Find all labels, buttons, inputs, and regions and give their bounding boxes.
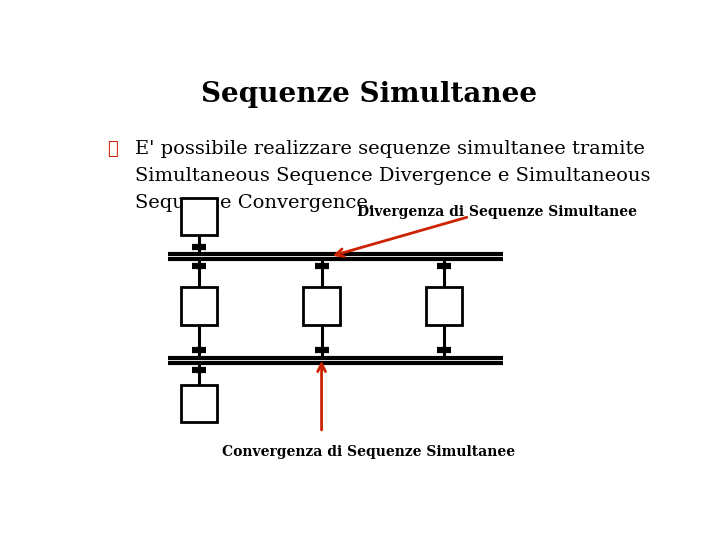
Bar: [181, 287, 217, 325]
Bar: [303, 287, 340, 325]
Text: ❖: ❖: [107, 140, 117, 158]
Bar: [181, 198, 217, 235]
Text: Sequence Convergence.: Sequence Convergence.: [135, 194, 374, 212]
Text: Sequenze Simultanee: Sequenze Simultanee: [201, 82, 537, 109]
Bar: [426, 287, 462, 325]
Bar: [181, 385, 217, 422]
Text: Divergenza di Sequenze Simultanee: Divergenza di Sequenze Simultanee: [357, 205, 637, 219]
Text: Simultaneous Sequence Divergence e Simultaneous: Simultaneous Sequence Divergence e Simul…: [135, 167, 650, 185]
Text: E' possibile realizzare sequenze simultanee tramite: E' possibile realizzare sequenze simulta…: [135, 140, 644, 158]
Text: Convergenza di Sequenze Simultanee: Convergenza di Sequenze Simultanee: [222, 446, 516, 459]
